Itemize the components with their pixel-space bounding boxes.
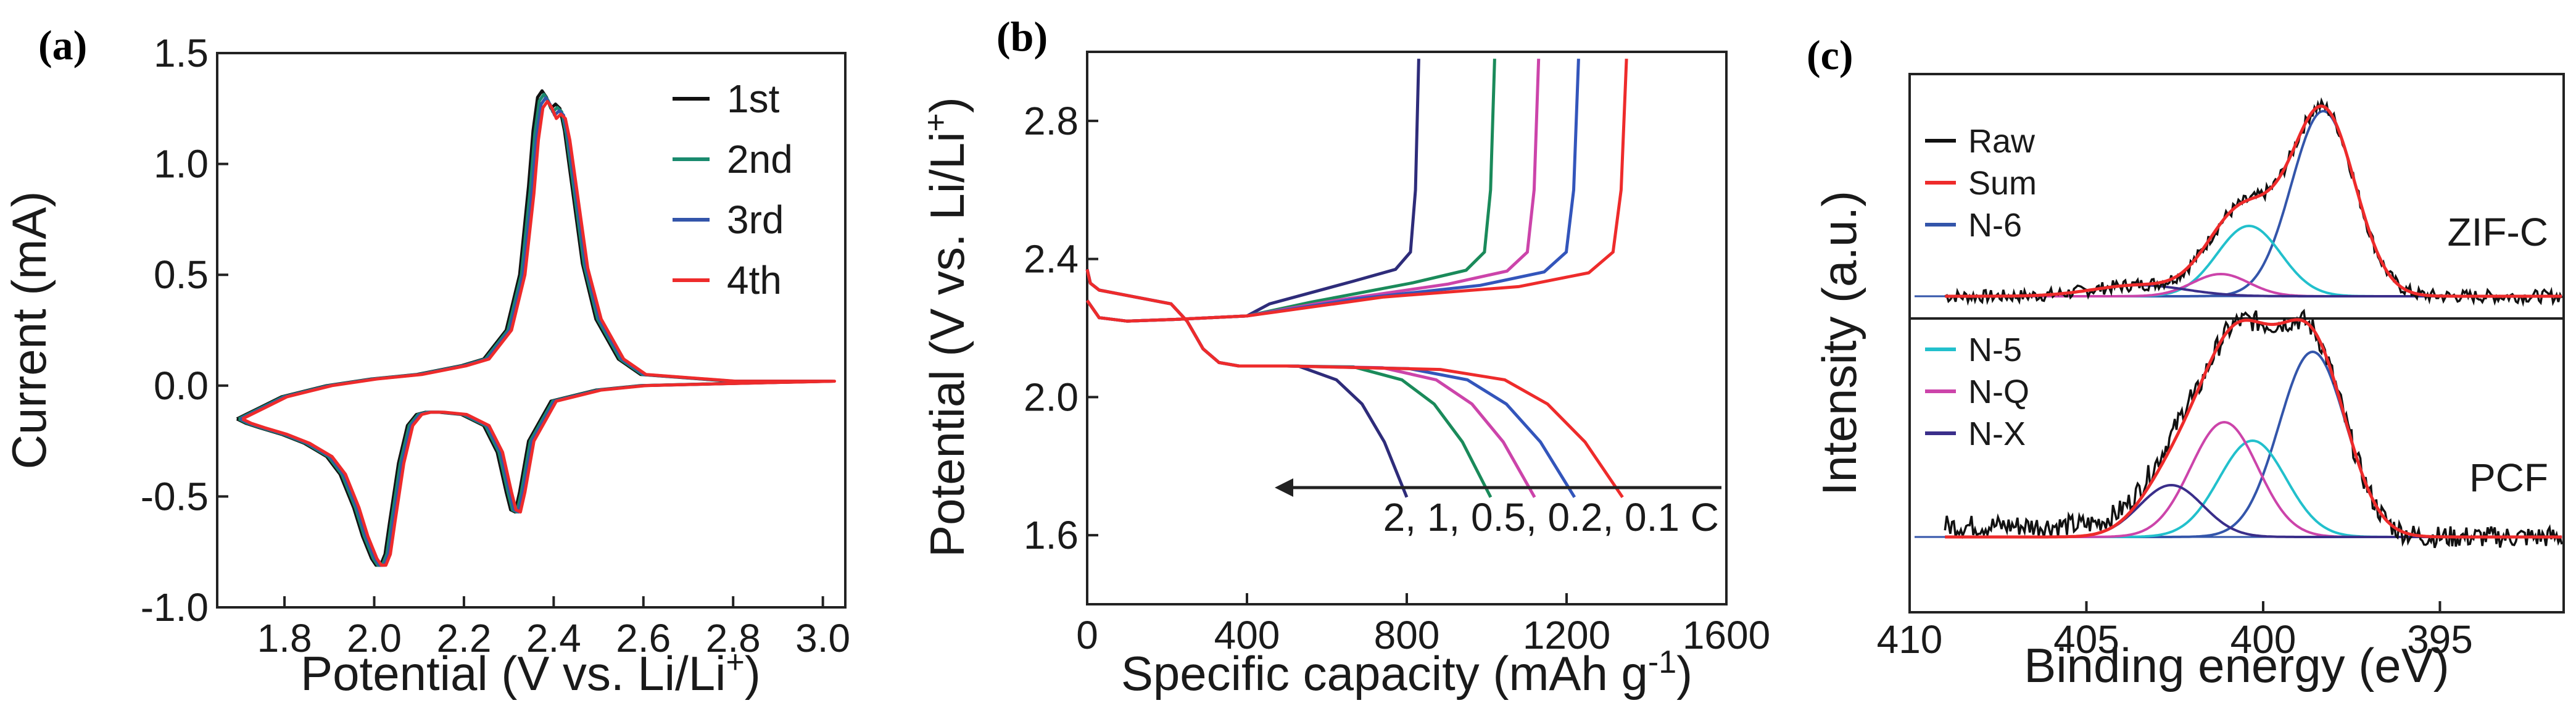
panel-b: (b) 0 400 800 1200 1600 1.6 2.0 2.4 2.8 2, 1, 0…	[918, 13, 1770, 701]
panel-a-y-label: Current (mA)	[2, 191, 56, 470]
panel-c-x-axis: 410 405 400 395	[1877, 601, 2473, 662]
legend-label-N-5: N-5	[1968, 331, 2022, 368]
panel-b-label: (b)	[996, 13, 1048, 60]
panel-a-y-tick-label: -1.0	[141, 585, 209, 630]
legend-label-2nd: 2nd	[727, 137, 793, 181]
panel-a-y-tick-label: -0.5	[141, 474, 209, 518]
xps-raw-PCF	[1944, 309, 2563, 549]
panel-c-x-tick-label: 400	[2230, 617, 2296, 662]
panel-c-legend-top: Raw Sum N-6	[1925, 123, 2037, 244]
panel-b-y-tick-label: 2.0	[1024, 375, 1079, 419]
panel-b-x-tick-label: 1600	[1683, 613, 1770, 657]
panel-a-x-tick-label: 2.8	[706, 616, 761, 660]
panel-b-curves	[1085, 59, 1628, 499]
panel-a-x-axis: 1.8 2.0 2.2 2.4 2.6 2.8 3.0	[257, 596, 850, 660]
rate-arrow-head	[1275, 478, 1293, 497]
xps-sum-ZIF-C	[1945, 104, 2562, 298]
discharge-curve-0.1 C	[1085, 268, 1624, 499]
panel-b-x-tick-label: 0	[1076, 613, 1098, 657]
legend-label-3rd: 3rd	[727, 198, 784, 242]
sample-label-zif-c: ZIF-C	[2448, 210, 2549, 254]
panel-a-curves	[236, 89, 836, 567]
legend-label-N-6: N-6	[1968, 207, 2022, 244]
panel-a-y-tick-label: 0.5	[154, 252, 209, 297]
legend-label-Sum: Sum	[1968, 165, 2037, 202]
panel-c-legend-bottom: N-5 N-Q N-X	[1925, 331, 2029, 452]
legend-label-Raw: Raw	[1968, 123, 2036, 160]
panel-b-y-label: Potential (V vs. Li/Li+)	[918, 97, 974, 557]
xps-raw-ZIF-C	[1944, 97, 2563, 307]
panel-a-y-tick-label: 1.0	[154, 142, 209, 186]
panel-a-x-tick-label: 2.4	[526, 616, 581, 660]
panel-c-label: (c)	[1807, 31, 1853, 78]
legend-label-1st: 1st	[727, 77, 780, 121]
panel-c-x-tick-label: 410	[1877, 617, 1943, 662]
xps-sum-PCF	[1945, 318, 2562, 539]
panel-a-frame	[216, 52, 847, 609]
panel-a-x-tick-label: 2.0	[347, 616, 402, 660]
panel-b-y-tick-label: 1.6	[1024, 513, 1079, 557]
legend-label-N-Q: N-Q	[1968, 373, 2029, 410]
panel-b-x-tick-label: 400	[1214, 613, 1280, 657]
panel-b-x-tick-label: 800	[1374, 613, 1440, 657]
panel-a: (a) 1.8 2.0 2.2 2.4 2.6 2.8 3.0 -1.0 -0.5 0.0 0.5…	[2, 22, 850, 701]
panel-b-y-axis: 1.6 2.0 2.4 2.8	[1024, 99, 1098, 557]
panel-a-x-tick-label: 1.8	[257, 616, 312, 660]
panel-a-y-axis: -1.0 -0.5 0.0 0.5 1.0 1.5	[141, 31, 228, 630]
panel-b-x-tick-label: 1200	[1523, 613, 1610, 657]
legend-label-4th: 4th	[727, 258, 782, 302]
panel-c-x-tick-label: 405	[2053, 617, 2119, 662]
panel-c-y-label: Intensity (a.u.)	[1812, 191, 1866, 496]
panel-c-curves	[1915, 97, 2563, 549]
panel-b-y-tick-label: 2.8	[1024, 99, 1079, 143]
charge-curve-0.1 C	[1085, 59, 1628, 323]
sample-label-pcf: PCF	[2469, 455, 2548, 500]
rate-annotation: 2, 1, 0.5, 0.2, 0.1 C	[1383, 495, 1719, 539]
panel-c-frame	[1908, 73, 2565, 614]
panel-a-x-tick-label: 2.2	[436, 616, 491, 660]
panel-a-y-tick-label: 1.5	[154, 31, 209, 75]
panel-a-x-tick-label: 3.0	[795, 616, 850, 660]
panel-a-legend: 1st 2nd 3rd 4th	[673, 77, 793, 302]
panel-b-y-tick-label: 2.4	[1024, 237, 1079, 281]
panel-a-y-tick-label: 0.0	[154, 364, 209, 408]
panel-a-label: (a)	[38, 22, 87, 69]
panel-a-x-label: Potential (V vs. Li/Li+)	[300, 644, 761, 701]
panel-c: (c) 410 405 400 395 Raw Sum N-6 N-5 N-Q N-X ZIF…	[1807, 31, 2565, 693]
panel-c-x-tick-label: 395	[2407, 617, 2473, 662]
panel-b-x-label: Specific capacity (mAh g-1)	[1121, 644, 1692, 701]
legend-label-N-X: N-X	[1968, 415, 2026, 452]
cv-curve-4th	[241, 99, 836, 567]
panel-b-x-axis: 0 400 800 1200 1600	[1076, 593, 1770, 657]
panel-a-x-tick-label: 2.6	[616, 616, 671, 660]
panel-c-x-label: Binding energy (eV)	[2024, 638, 2449, 693]
